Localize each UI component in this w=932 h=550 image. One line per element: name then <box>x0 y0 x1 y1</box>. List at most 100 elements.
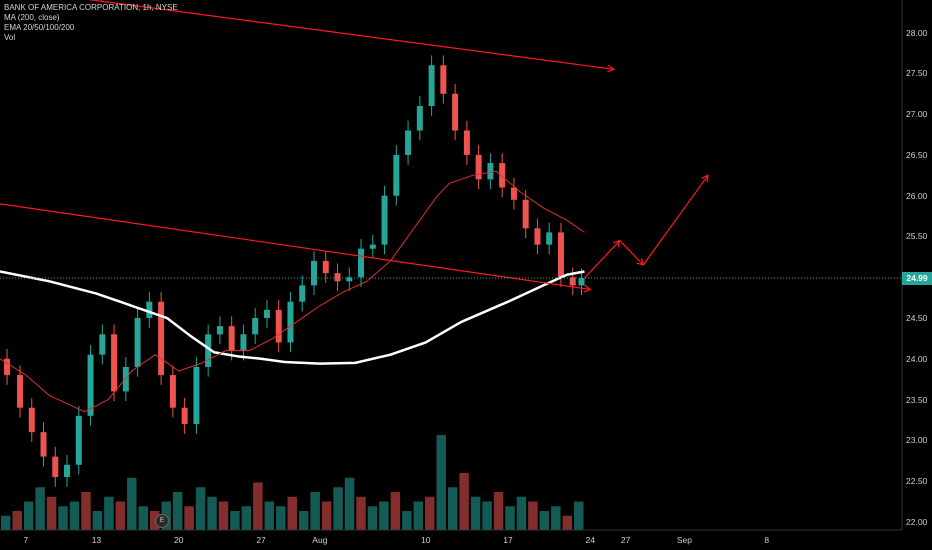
candle-body <box>322 260 329 274</box>
volume-bar <box>23 501 34 530</box>
date-tick-label: 8 <box>764 535 770 545</box>
candle-body <box>287 301 294 343</box>
candle-body <box>569 277 576 286</box>
volume-bar <box>1 515 11 530</box>
chart-legend: BANK OF AMERICA CORPORATION, 1h, NYSE MA… <box>4 3 178 43</box>
candle-body <box>428 65 435 106</box>
volume-bar <box>12 511 22 530</box>
volume-bar <box>321 501 332 530</box>
volume-bar <box>505 506 515 530</box>
candle-body <box>475 154 482 180</box>
candle-body <box>4 358 11 376</box>
legend-vol: Vol <box>4 33 16 42</box>
candle-body <box>578 278 585 286</box>
candle-body <box>75 415 82 465</box>
legend-ema: EMA 20/50/100/200 <box>4 23 75 32</box>
candle-body <box>522 199 529 229</box>
volume-bar <box>207 496 217 530</box>
date-tick-label: Aug <box>312 535 328 545</box>
candle-body <box>252 318 259 335</box>
candle-body <box>440 65 447 94</box>
ema-line <box>0 170 585 413</box>
volume-bar <box>81 492 91 530</box>
price-tick-label: 23.00 <box>906 435 928 446</box>
candle-body <box>122 366 129 392</box>
volume-bar <box>402 511 412 530</box>
volume-bar <box>379 501 389 530</box>
candle-body <box>205 334 212 367</box>
volume-bar <box>356 496 366 530</box>
volume-bar <box>436 435 446 530</box>
candle-body <box>534 228 541 245</box>
candle-body <box>416 106 423 131</box>
candle-body <box>134 318 141 367</box>
price-tick-label: 24.00 <box>906 353 928 364</box>
volume-bar <box>69 501 80 530</box>
volume-bar <box>230 511 240 530</box>
volume-bar <box>562 515 573 530</box>
price-series <box>4 55 585 487</box>
candle-body <box>546 232 553 245</box>
volume-bar <box>195 487 206 530</box>
candle-body <box>193 366 200 424</box>
volume-bar <box>493 492 504 530</box>
candle-body <box>510 187 517 200</box>
volume-bar <box>104 496 114 530</box>
candle-body <box>381 195 388 245</box>
price-tick-label: 28.00 <box>906 27 928 38</box>
date-tick-label: 20 <box>174 535 184 545</box>
volume-bar <box>115 501 126 530</box>
candle-body <box>405 130 412 155</box>
candle-body <box>28 407 35 433</box>
candle-body <box>169 375 176 408</box>
legend-title: BANK OF AMERICA CORPORATION, 1h, NYSE <box>4 3 178 12</box>
candle-body <box>228 326 235 351</box>
candle-body <box>334 273 341 282</box>
volume-bar <box>298 511 309 530</box>
price-tick-label: 25.50 <box>906 231 928 242</box>
last-price-badge: 24.99 <box>902 271 932 285</box>
candle-body <box>216 326 223 335</box>
volume-bar <box>447 487 458 530</box>
price-tick-label: 22.00 <box>906 516 928 527</box>
price-tick-label: 26.00 <box>906 190 928 201</box>
volume-bar <box>184 506 194 530</box>
candle-body <box>99 334 106 355</box>
volume-bar <box>276 506 286 530</box>
annotation-arrowhead <box>701 174 709 183</box>
annotation-arrowhead <box>583 284 592 293</box>
annotation-line <box>642 174 709 266</box>
date-tick-label: 17 <box>503 535 513 545</box>
annotation-line <box>87 0 614 70</box>
candle-body <box>299 285 306 302</box>
volume-bar <box>264 501 275 530</box>
candle-body <box>146 301 153 318</box>
annotation-line <box>584 240 621 279</box>
annotation-arrows <box>0 0 709 293</box>
price-tick-label: 22.50 <box>906 476 928 487</box>
volume-bars <box>1 435 584 530</box>
date-tick-label: 27 <box>256 535 266 545</box>
candle-body <box>181 407 188 424</box>
volume-bar <box>528 501 538 530</box>
volume-bar <box>310 492 320 530</box>
annotation-line <box>0 203 591 291</box>
candle-body <box>87 354 94 416</box>
volume-bar <box>92 511 103 530</box>
candle-body <box>452 93 459 131</box>
annotation-arrowhead <box>607 64 616 73</box>
candle-body <box>40 432 47 457</box>
annotation-line <box>619 240 644 266</box>
volume-bar <box>413 501 424 530</box>
price-tick-label: 27.50 <box>906 68 928 79</box>
volume-bar <box>390 492 401 530</box>
earnings-marker[interactable]: E <box>155 514 169 528</box>
candle-body <box>499 163 506 188</box>
date-tick-label: Sep <box>676 535 692 545</box>
volume-bar <box>46 496 57 530</box>
volume-bar <box>35 487 45 530</box>
date-tick-label: 7 <box>23 535 29 545</box>
date-tick-label: 27 <box>620 535 631 545</box>
volume-bar <box>138 506 148 530</box>
